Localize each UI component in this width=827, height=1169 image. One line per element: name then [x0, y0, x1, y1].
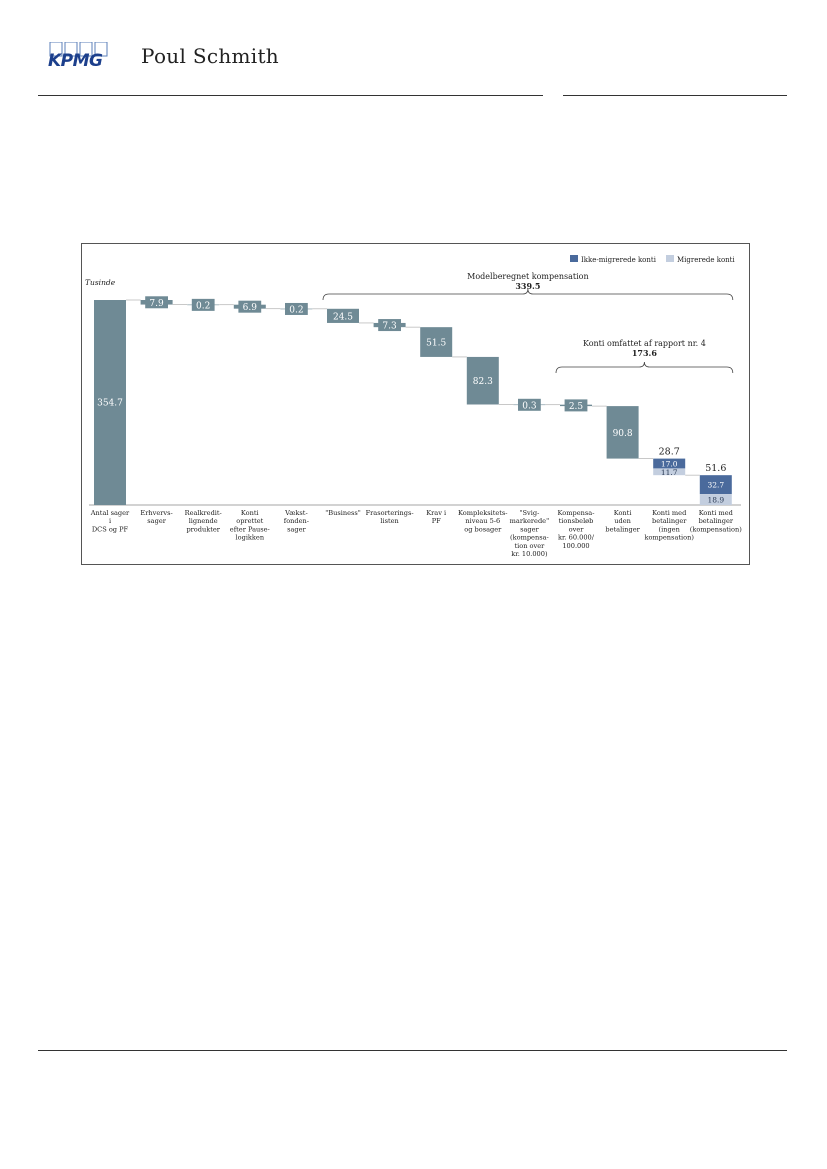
bar-label-bg-6: [378, 319, 401, 332]
category-label-9-0: "Svig-: [519, 509, 539, 517]
category-label-11-0: Konti: [614, 509, 632, 517]
bar-stack-label-13-migrated: 18.9: [707, 496, 724, 505]
legend-swatch-non_migrated: [570, 255, 578, 262]
brand-name: Poul Schmith: [141, 44, 279, 68]
chart-frame: [81, 243, 750, 565]
annotation-brace-1: [555, 361, 734, 374]
category-label-11-2: betalinger: [605, 525, 640, 533]
category-label-13-2: (kompensation): [690, 525, 742, 533]
bar-total: [94, 300, 126, 505]
bar-label-bg-1: [145, 296, 168, 309]
bar-label-3: 6.9: [243, 303, 258, 313]
bar-label-1: 7.9: [149, 299, 164, 309]
category-label-0-2: DCS og PF: [92, 525, 129, 533]
category-label-8-2: og bosager: [464, 525, 502, 533]
annotation-brace-0: [322, 288, 734, 301]
category-label-2-0: Realkredit-: [185, 509, 222, 517]
bar-label-bg-2: [191, 298, 215, 311]
bar-label-bg-11: [608, 426, 637, 439]
bar-label-bg-9: [518, 398, 541, 411]
category-label-5-0: "Business": [325, 509, 361, 517]
annotation-title-1: Konti omfattet af rapport nr. 4: [583, 339, 706, 348]
bar-total-label-13: 51.6: [705, 463, 726, 474]
bar-label-5: 24.5: [333, 312, 353, 322]
header-rule-right: [563, 95, 787, 96]
bar-label-bg-3: [238, 300, 262, 313]
legend-label-migrated: Migrerede konti: [677, 256, 735, 264]
bar-label-bg-5: [328, 309, 358, 322]
unit-label: Tusinde: [85, 278, 116, 287]
bar-stack-13-non_migrated: [699, 475, 732, 495]
category-label-10-4: 100.000: [562, 542, 589, 550]
annotation-value-0: 339.5: [515, 281, 540, 291]
category-label-12-0: Konti med: [652, 509, 687, 517]
category-label-8-0: Kompleksitets-: [458, 509, 508, 517]
category-label-11-1: uden: [614, 517, 631, 525]
bar-stack-label-13-non_migrated: 32.7: [707, 481, 724, 490]
category-label-1-1: sager: [147, 517, 166, 525]
category-label-13-0: Konti med: [699, 509, 734, 517]
category-label-4-0: Vækst-: [284, 509, 308, 517]
category-label-1-0: Erhvervs-: [140, 509, 172, 517]
category-label-12-2: (ingen: [659, 525, 681, 533]
bar-label-8: 82.3: [473, 377, 493, 387]
category-label-3-1: oprettet: [236, 517, 263, 525]
bar-label-bg-8: [468, 374, 497, 387]
bar-total-label-12: 28.7: [659, 447, 680, 458]
annotation-value-1: 173.6: [632, 348, 657, 358]
bar-label-4: 0.2: [289, 305, 303, 315]
legend-swatch-migrated: [666, 255, 674, 262]
category-label-12-1: betalinger: [652, 517, 687, 525]
category-label-7-1: PF: [432, 517, 441, 525]
category-label-4-2: sager: [287, 525, 306, 533]
category-label-12-3: kompensation): [644, 534, 694, 542]
bar-label-6: 7.3: [382, 322, 397, 332]
bar-label-7: 51.5: [426, 339, 446, 349]
category-label-2-2: produkter: [186, 525, 220, 533]
category-label-9-3: (kompensa-: [510, 534, 549, 542]
category-label-3-3: logikken: [236, 534, 265, 542]
bar-label-9: 0.3: [522, 401, 537, 411]
category-label-9-4: tion over: [514, 542, 545, 550]
bar-label-2: 0.2: [196, 301, 210, 311]
bar-label-11: 90.8: [613, 429, 633, 439]
category-label-10-3: kr. 60.000/: [558, 534, 595, 542]
kpmg-logo-text: KPMG: [48, 51, 103, 70]
category-label-10-0: Kompensa-: [558, 509, 595, 517]
category-label-9-2: sager: [520, 525, 539, 533]
footer-rule: [38, 1050, 787, 1051]
kpmg-logo: KPMG: [48, 42, 108, 70]
category-label-4-1: fonden-: [284, 517, 309, 525]
bar-label-10: 2.5: [569, 402, 584, 412]
bar-stack-12-migrated: [653, 468, 686, 476]
category-label-10-1: tionsbeløb: [559, 517, 594, 525]
waterfall-chart: Ikke-migrerede konti Migrerede konti Tusin…: [85, 255, 742, 558]
bar-stack-label-12-non_migrated: 17.0: [661, 460, 678, 469]
category-label-9-5: kr. 10.000): [511, 550, 548, 558]
annotation-title-0: Modelberegnet kompensation: [467, 272, 588, 281]
category-label-2-1: lignende: [189, 517, 218, 525]
category-label-6-0: Frasorterings-: [366, 509, 414, 517]
bar-label-bg-4: [285, 302, 308, 315]
category-label-0-0: Antal sager: [90, 509, 130, 517]
category-label-0-1: i: [109, 517, 111, 525]
bar-label-bg-7: [422, 336, 451, 349]
bar-label-bg-10: [564, 399, 588, 412]
bar-stack-12-non_migrated: [653, 458, 686, 469]
header-rule-left: [38, 95, 543, 96]
category-label-9-1: markerede": [510, 517, 549, 525]
bar-stack-13-migrated: [699, 494, 732, 505]
category-label-13-1: betalinger: [699, 517, 734, 525]
category-label-8-1: niveau 5-6: [465, 517, 500, 525]
legend-label-non_migrated: Ikke-migrerede konti: [581, 256, 657, 264]
bar-stack-label-12-migrated: 11.7: [661, 468, 678, 477]
category-label-3-0: Konti: [241, 509, 259, 517]
category-label-10-2: over: [569, 525, 585, 533]
category-label-3-2: efter Pause-: [230, 525, 270, 533]
bar-label-total: 354.7: [97, 399, 123, 409]
category-label-6-1: listen: [380, 517, 399, 525]
category-label-7-0: Krav i: [426, 509, 446, 517]
